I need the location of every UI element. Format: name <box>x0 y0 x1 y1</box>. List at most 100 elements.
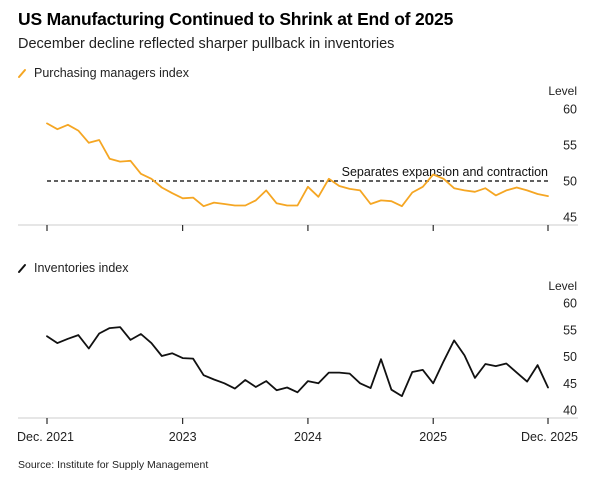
pmi-data-point <box>265 189 267 191</box>
inventories-data-point <box>349 372 351 374</box>
pmi-y-tick-label: 60 <box>563 103 577 117</box>
inventories-data-point <box>328 371 330 373</box>
pmi-data-point <box>505 189 507 191</box>
inventories-data-point <box>171 352 173 354</box>
pmi-data-point <box>359 189 361 191</box>
inventories-data-point <box>98 332 100 334</box>
pmi-data-point <box>77 129 79 131</box>
inventories-data-point <box>182 357 184 359</box>
pmi-data-point <box>171 192 173 194</box>
pmi-data-point <box>442 178 444 180</box>
inventories-data-point <box>213 378 215 380</box>
chart-title: US Manufacturing Continued to Shrink at … <box>18 9 454 29</box>
pmi-data-point <box>119 160 121 162</box>
pmi-data-point <box>338 185 340 187</box>
pmi-data-point <box>255 199 257 201</box>
inventories-data-point <box>369 387 371 389</box>
pmi-data-point <box>275 202 277 204</box>
pmi-data-point <box>547 195 549 197</box>
inventories-data-point <box>192 357 194 359</box>
pmi-data-point <box>56 128 58 130</box>
pmi-data-point <box>317 196 319 198</box>
inventories-data-point <box>390 389 392 391</box>
pmi-data-point <box>495 194 497 196</box>
inventories-data-point <box>495 365 497 367</box>
pmi-data-point <box>536 193 538 195</box>
inventories-data-point <box>46 335 48 337</box>
x-tick-label: 2023 <box>169 430 197 444</box>
pmi-data-point <box>98 139 100 141</box>
pmi-series-line <box>46 122 549 208</box>
inventories-data-point <box>88 347 90 349</box>
inventories-data-point <box>380 358 382 360</box>
pmi-data-point <box>296 204 298 206</box>
inventories-data-point <box>265 380 267 382</box>
pmi-data-point <box>234 204 236 206</box>
inventories-data-point <box>505 362 507 364</box>
pmi-data-point <box>369 203 371 205</box>
inventories-y-tick-label: 50 <box>563 350 577 364</box>
inventories-data-point <box>202 374 204 376</box>
pmi-data-point <box>192 196 194 198</box>
pmi-data-point <box>453 187 455 189</box>
pmi-y-tick-label: 50 <box>563 175 577 189</box>
pmi-axis-title: Level <box>548 84 577 98</box>
inventories-data-point <box>547 386 549 388</box>
pmi-data-point <box>328 178 330 180</box>
inventories-data-point <box>526 380 528 382</box>
pmi-data-point <box>161 186 163 188</box>
inventories-y-tick-label: 40 <box>563 404 577 418</box>
inventories-data-point <box>255 386 257 388</box>
pmi-data-point <box>474 191 476 193</box>
inventories-data-point <box>359 382 361 384</box>
inventories-data-point <box>307 380 309 382</box>
inventories-legend-label: Inventories index <box>34 261 129 275</box>
reference-line-label: Separates expansion and contraction <box>342 165 548 179</box>
inventories-y-tick-label: 45 <box>563 377 577 391</box>
inventories-y-tick-label: 55 <box>563 323 577 337</box>
pmi-data-point <box>401 205 403 207</box>
inventories-data-point <box>432 382 434 384</box>
inventories-data-point <box>108 327 110 329</box>
pmi-data-point <box>390 200 392 202</box>
inventories-data-point <box>296 391 298 393</box>
pmi-data-point <box>108 158 110 160</box>
inventories-data-point <box>275 389 277 391</box>
inventories-data-point <box>161 355 163 357</box>
pmi-data-point <box>307 186 309 188</box>
pmi-data-point <box>129 160 131 162</box>
inventories-data-point <box>442 360 444 362</box>
inventories-data-point <box>317 382 319 384</box>
pmi-data-point <box>223 203 225 205</box>
inventories-data-point <box>536 364 538 366</box>
inventories-series-line <box>46 326 549 398</box>
pmi-data-point <box>46 122 48 124</box>
source-note: Source: Institute for Supply Management <box>18 459 209 471</box>
inventories-data-point <box>140 333 142 335</box>
pmi-data-point <box>213 201 215 203</box>
pmi-data-point <box>526 189 528 191</box>
inventories-legend-icon <box>18 264 26 273</box>
pmi-data-point <box>349 188 351 190</box>
pmi-data-point <box>202 205 204 207</box>
inventories-data-point <box>56 342 58 344</box>
pmi-y-tick-label: 55 <box>563 139 577 153</box>
inventories-data-point <box>411 371 413 373</box>
inventories-data-point <box>67 338 69 340</box>
inventories-data-point <box>516 371 518 373</box>
inventories-data-point <box>223 382 225 384</box>
x-tick-label: 2024 <box>294 430 322 444</box>
inventories-data-point <box>129 339 131 341</box>
pmi-data-point <box>411 191 413 193</box>
pmi-legend-icon <box>18 69 26 78</box>
x-tick-label: Dec. 2025 <box>521 430 578 444</box>
inventories-data-point <box>77 334 79 336</box>
pmi-data-point <box>484 187 486 189</box>
chart-subtitle: December decline reflected sharper pullb… <box>18 36 395 52</box>
inventories-data-point <box>234 387 236 389</box>
inventories-data-point <box>422 369 424 371</box>
x-tick-label: Dec. 2021 <box>17 430 74 444</box>
pmi-data-point <box>432 173 434 175</box>
